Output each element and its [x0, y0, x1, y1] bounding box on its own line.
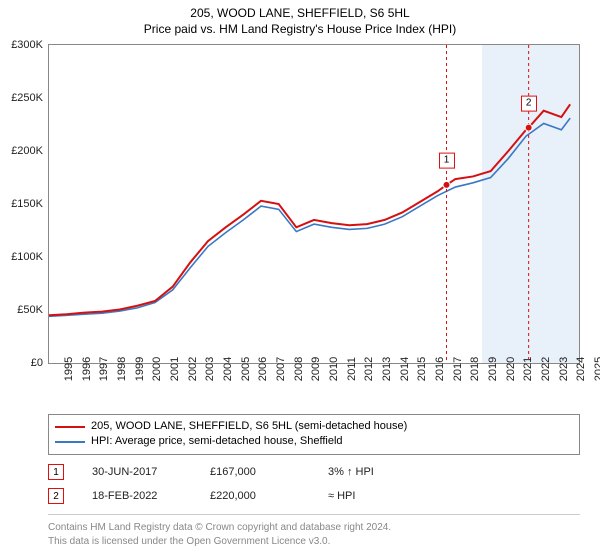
marker-delta: ≈ HPI	[328, 490, 418, 502]
marker-dot	[525, 124, 532, 131]
marker-id-box: 2	[48, 488, 64, 504]
y-tick-label: £100K	[11, 251, 43, 263]
footer: Contains HM Land Registry data © Crown c…	[48, 514, 580, 549]
plot-area: £0£50K£100K£150K£200K£250K£300K199519961…	[48, 44, 580, 364]
y-tick-label: £200K	[11, 145, 43, 157]
marker-price: £167,000	[210, 466, 300, 478]
y-tick-label: £50K	[17, 304, 43, 316]
chart-title: 205, WOOD LANE, SHEFFIELD, S6 5HL	[0, 6, 600, 20]
title-block: 205, WOOD LANE, SHEFFIELD, S6 5HL Price …	[0, 0, 600, 36]
legend-swatch	[55, 426, 85, 428]
legend-row: 205, WOOD LANE, SHEFFIELD, S6 5HL (semi-…	[55, 419, 573, 434]
footer-line-2: This data is licensed under the Open Gov…	[48, 535, 580, 549]
marker-table: 1 30-JUN-2017 £167,000 3% ↑ HPI 2 18-FEB-2022…	[48, 460, 580, 508]
y-tick-label: £300K	[11, 39, 43, 51]
legend-label: HPI: Average price, semi-detached house,…	[91, 434, 343, 449]
marker-price: £220,000	[210, 490, 300, 502]
y-tick-label: £0	[31, 357, 43, 369]
legend: 205, WOOD LANE, SHEFFIELD, S6 5HL (semi-…	[48, 414, 580, 455]
chart-container: 205, WOOD LANE, SHEFFIELD, S6 5HL Price …	[0, 0, 600, 560]
line-svg	[49, 45, 579, 363]
marker-pin: 1	[439, 153, 455, 169]
marker-date: 18-FEB-2022	[92, 490, 182, 502]
marker-id-box: 1	[48, 464, 64, 480]
y-tick-label: £250K	[11, 92, 43, 104]
footer-line-1: Contains HM Land Registry data © Crown c…	[48, 521, 580, 535]
legend-row: HPI: Average price, semi-detached house,…	[55, 434, 573, 449]
x-tick-label: 2025	[579, 357, 600, 381]
marker-pin: 2	[521, 95, 537, 111]
y-tick-label: £150K	[11, 198, 43, 210]
chart-subtitle: Price paid vs. HM Land Registry's House …	[0, 22, 600, 36]
legend-swatch	[55, 441, 85, 443]
marker-delta: 3% ↑ HPI	[328, 466, 418, 478]
series-price_paid	[49, 104, 570, 315]
marker-table-row: 2 18-FEB-2022 £220,000 ≈ HPI	[48, 484, 580, 508]
legend-label: 205, WOOD LANE, SHEFFIELD, S6 5HL (semi-…	[91, 419, 407, 434]
marker-dot	[443, 181, 450, 188]
marker-table-row: 1 30-JUN-2017 £167,000 3% ↑ HPI	[48, 460, 580, 484]
series-hpi	[49, 118, 570, 316]
marker-date: 30-JUN-2017	[92, 466, 182, 478]
